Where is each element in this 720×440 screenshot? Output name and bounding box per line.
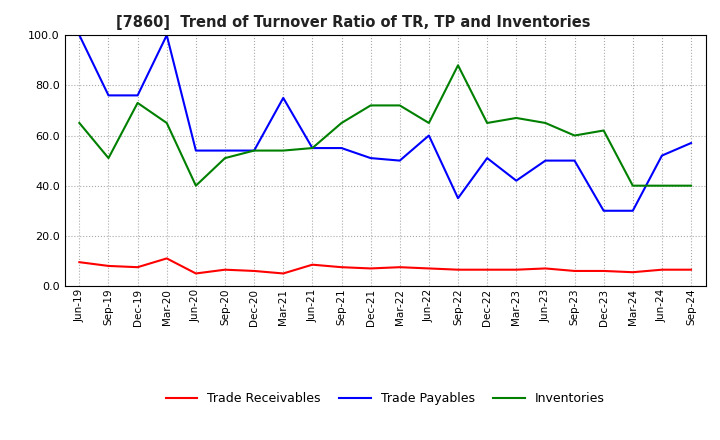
Trade Receivables bbox=[75, 260, 84, 265]
Inventories bbox=[133, 100, 142, 106]
Trade Payables bbox=[599, 208, 608, 213]
Inventories bbox=[425, 120, 433, 125]
Trade Payables bbox=[163, 33, 171, 38]
Trade Payables bbox=[366, 155, 375, 161]
Inventories bbox=[657, 183, 666, 188]
Trade Payables bbox=[395, 158, 404, 163]
Trade Receivables bbox=[133, 264, 142, 270]
Inventories bbox=[541, 120, 550, 125]
Trade Receivables bbox=[687, 267, 696, 272]
Trade Receivables bbox=[425, 266, 433, 271]
Inventories bbox=[220, 155, 229, 161]
Trade Payables bbox=[657, 153, 666, 158]
Text: [7860]  Trend of Turnover Ratio of TR, TP and Inventories: [7860] Trend of Turnover Ratio of TR, TP… bbox=[116, 15, 590, 30]
Inventories bbox=[599, 128, 608, 133]
Inventories bbox=[279, 148, 287, 153]
Trade Receivables bbox=[541, 266, 550, 271]
Trade Payables bbox=[308, 145, 317, 150]
Trade Receivables bbox=[629, 270, 637, 275]
Inventories bbox=[250, 148, 258, 153]
Legend: Trade Receivables, Trade Payables, Inventories: Trade Receivables, Trade Payables, Inven… bbox=[161, 387, 610, 410]
Trade Receivables bbox=[163, 256, 171, 261]
Trade Receivables bbox=[657, 267, 666, 272]
Inventories bbox=[454, 62, 462, 68]
Inventories bbox=[75, 120, 84, 125]
Inventories bbox=[308, 145, 317, 150]
Inventories bbox=[570, 133, 579, 138]
Trade Payables bbox=[133, 93, 142, 98]
Inventories bbox=[366, 103, 375, 108]
Trade Receivables bbox=[599, 268, 608, 274]
Line: Inventories: Inventories bbox=[79, 65, 691, 186]
Trade Receivables bbox=[308, 262, 317, 268]
Inventories bbox=[104, 155, 113, 161]
Trade Receivables bbox=[104, 263, 113, 268]
Trade Payables bbox=[337, 145, 346, 150]
Trade Receivables bbox=[512, 267, 521, 272]
Trade Receivables bbox=[395, 264, 404, 270]
Inventories bbox=[192, 183, 200, 188]
Trade Receivables bbox=[570, 268, 579, 274]
Trade Payables bbox=[425, 133, 433, 138]
Trade Receivables bbox=[454, 267, 462, 272]
Trade Receivables bbox=[279, 271, 287, 276]
Trade Payables bbox=[250, 148, 258, 153]
Inventories bbox=[395, 103, 404, 108]
Trade Payables bbox=[192, 148, 200, 153]
Trade Receivables bbox=[337, 264, 346, 270]
Trade Receivables bbox=[366, 266, 375, 271]
Trade Receivables bbox=[192, 271, 200, 276]
Inventories bbox=[629, 183, 637, 188]
Trade Payables bbox=[512, 178, 521, 183]
Trade Payables bbox=[220, 148, 229, 153]
Line: Trade Receivables: Trade Receivables bbox=[79, 258, 691, 274]
Trade Receivables bbox=[220, 267, 229, 272]
Inventories bbox=[687, 183, 696, 188]
Trade Receivables bbox=[250, 268, 258, 274]
Trade Payables bbox=[541, 158, 550, 163]
Trade Payables bbox=[687, 140, 696, 146]
Trade Payables bbox=[75, 33, 84, 38]
Trade Payables bbox=[570, 158, 579, 163]
Inventories bbox=[337, 120, 346, 125]
Line: Trade Payables: Trade Payables bbox=[79, 35, 691, 211]
Trade Payables bbox=[104, 93, 113, 98]
Inventories bbox=[483, 120, 492, 125]
Trade Payables bbox=[629, 208, 637, 213]
Inventories bbox=[163, 120, 171, 125]
Trade Receivables bbox=[483, 267, 492, 272]
Inventories bbox=[512, 115, 521, 121]
Trade Payables bbox=[454, 195, 462, 201]
Trade Payables bbox=[483, 155, 492, 161]
Trade Payables bbox=[279, 95, 287, 100]
